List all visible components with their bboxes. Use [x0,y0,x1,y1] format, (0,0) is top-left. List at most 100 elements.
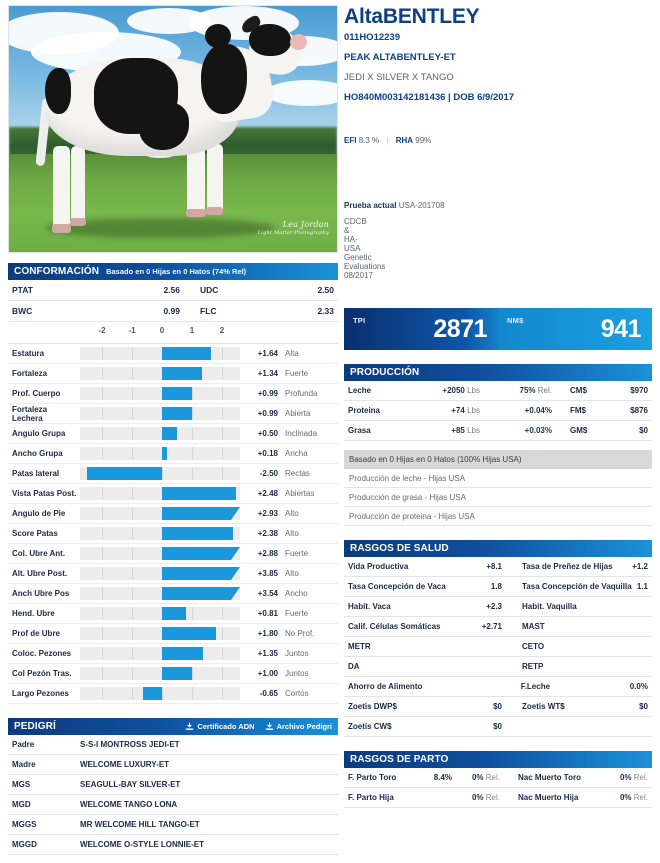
pedigree-row: MGS SEAGULL-BAY SILVER-ET [8,775,338,795]
summary-row: PTAT 2.56 UDC 2.50 [8,280,338,301]
trait-bar [162,507,240,520]
health-trait-right: RETP [522,662,544,671]
health-trait-right: F.Leche [520,682,551,691]
pedigree-animal: MR WELCOME HILL TANGO-ET [80,820,200,829]
production-reliability: 75% Rel. [519,386,552,395]
production-section-header: PRODUCCIÓN [344,364,652,381]
production-row: Proteina +74 Lbs +0.04% FM$ $876 [344,401,652,421]
trait-name: Hend. Ubre [12,609,55,618]
pedigree-file-label: Archivo Pedigri [276,722,332,731]
evaluation-source: CDCB & HA-USA Genetic Evaluations 08/201… [344,217,386,280]
production-amount: +2050 Lbs [442,386,480,395]
health-value-left: +2.3 [486,602,502,611]
trait-row: Score Patas +2.38 Alto [8,524,338,544]
trait-name: Col. Ubre Ant. [12,549,66,558]
axis-tick: 1 [189,325,195,335]
download-icon [265,722,273,730]
trait-bar [162,627,216,640]
trait-track [80,467,240,480]
trait-bar [87,467,162,480]
trait-row: Patas lateral -2.50 Rectas [8,464,338,484]
trait-value: +0.50 [257,429,278,438]
dna-certificate-link[interactable]: Certificado ADN [185,722,255,731]
gridline [102,407,103,420]
cow-leg [71,146,85,226]
conformation-subtitle: Basado en 0 Hijas en 0 Hatos (74% Rel) [106,267,247,276]
production-dollar-label: GM$ [570,426,588,435]
gridline [132,527,133,540]
trait-name: Prof. Cuerpo [12,389,61,398]
calving-row: F. Parto Hija 0% Rel. Nac Muerto Hija 0% Re… [344,788,652,808]
axis-tick: 0 [159,325,165,335]
health-value-left: +2.71 [481,622,502,631]
health-trait-left: Zoetis DWP$ [348,702,397,711]
health-value-left: $0 [493,702,502,711]
calving-rel-left: 0% Rel. [471,793,500,802]
gridline [102,427,103,440]
pedigree-relation: MGGD [12,840,37,849]
flc-label: FLC [200,306,217,316]
trait-bar [162,607,187,620]
calving-trait-left: F. Parto Hija [348,793,394,802]
naab-code: 011HO12239 [344,32,400,43]
nm-label: NM$ [507,316,524,325]
production-note: Producción de leche - Hijas USA [344,469,652,488]
conformation-summary: PTAT 2.56 UDC 2.50 BWC 0.99 FLC 2.33 [8,280,338,322]
trait-description: Fuerte [285,549,309,558]
trait-name: Vista Patas Post. [12,489,77,498]
production-dollar-value: $0 [639,426,648,435]
gridline [102,607,103,620]
trait-track [80,527,240,540]
nm-panel: NM$ 941 [498,308,652,350]
pedigree-animal: S-S-I MONTROSS JEDI-ET [80,740,180,749]
udc-label: UDC [200,285,219,295]
pedigree-section-header: PEDIGRÍ Certificado ADN Archivo Pedigri [8,718,338,735]
gridline [132,667,133,680]
trait-name: Estatura [12,349,45,358]
trait-description: No Prof. [285,629,315,638]
trait-bar [162,367,203,380]
calving-section-header: RASGOS DE PARTO [344,751,652,768]
trait-value: +2.48 [257,489,278,498]
trait-row: Angulo Grupa +0.50 Inclinada [8,424,338,444]
axis-scale: -2 -1 0 1 2 [80,322,240,344]
trait-name: Patas lateral [12,469,60,478]
cow-hoof [186,209,206,217]
cow-hoof [70,218,86,226]
trait-description: Ancho [285,589,308,598]
conformation-section-header: Conformación Basado en 0 Hijas en 0 Hato… [8,263,338,280]
trait-description: Alta [285,349,299,358]
trait-name: Fortaleza [12,369,48,378]
trait-name: Coloc. Pezones [12,649,72,658]
production-trait: Leche [348,386,372,395]
trait-row: Fortaleza Lechera +0.99 Abierta [8,404,338,424]
trait-name: Ancho Grupa [12,449,63,458]
trait-bar [142,687,162,700]
health-trait-right: CETO [522,642,545,651]
trait-name: Angulo Grupa [12,429,66,438]
health-trait-right: Zoetis WT$ [522,702,565,711]
dna-certificate-label: Certificado ADN [197,722,255,731]
watermark-line-1: Lea Jordan [282,219,329,229]
gridline [192,607,193,620]
trait-value: +1.34 [257,369,278,378]
download-icon [186,722,194,730]
calving-row: F. Parto Toro 8.4% 0% Rel. Nac Muerto Toro 0… [344,768,652,788]
gridline [132,387,133,400]
production-dollar-label: FM$ [570,406,586,415]
gridline [132,427,133,440]
gridline [222,347,223,360]
pedigree-table: Padre S-S-I MONTROSS JEDI-ET Madre WELCOME … [8,735,338,855]
trait-bar [162,567,240,580]
trait-description: Juntos [285,649,309,658]
pedigree-relation: MGD [12,800,31,809]
pedigree-file-link[interactable]: Archivo Pedigri [265,722,332,731]
trait-name: Col Pezón Tras. [12,669,72,678]
production-dollar-value: $876 [630,406,648,415]
watermark-line-2: Light Matter Photography [257,229,329,236]
pedigree-row: MGGS MR WELCOME HILL TANGO-ET [8,815,338,835]
tpi-label: TPI [353,316,366,325]
trait-track [80,367,240,380]
health-section-header: RASGOS DE SALUD [344,540,652,557]
trait-row: Hend. Ubre +0.81 Fuerte [8,604,338,624]
